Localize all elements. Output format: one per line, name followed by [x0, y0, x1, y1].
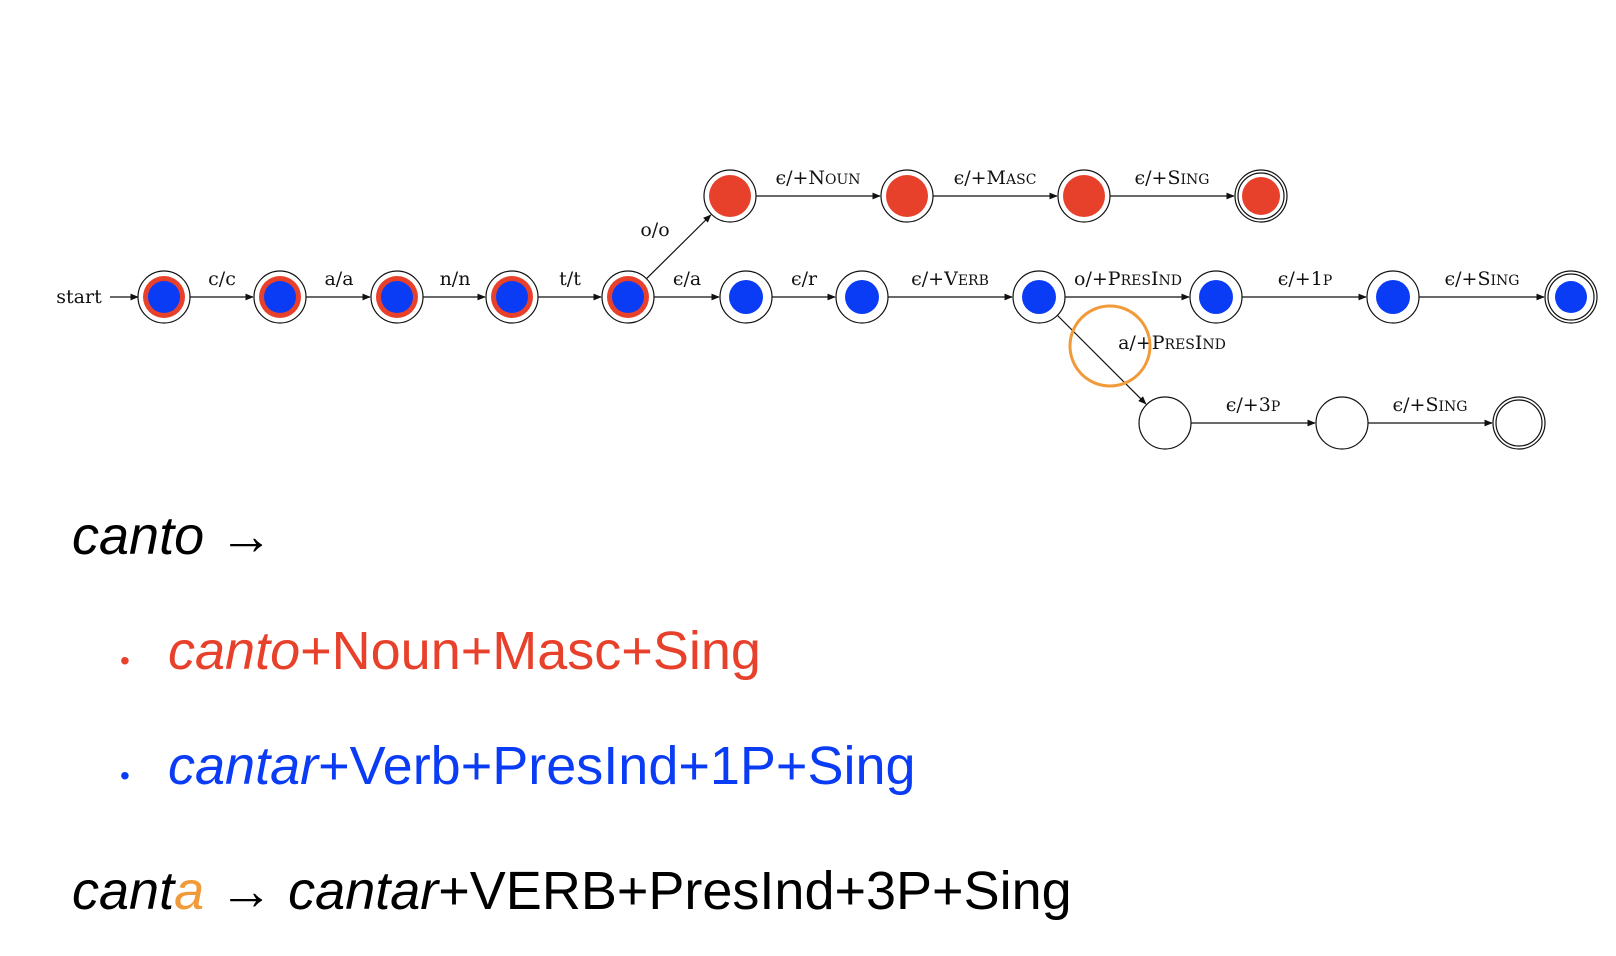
noun-tags: +Noun+Masc+Sing	[300, 621, 761, 681]
transition-label-v1-v2: ϵ/r	[791, 268, 818, 290]
state-q4	[601, 270, 655, 324]
word-ending-a: a	[174, 861, 205, 921]
transition-label-n1-n2: ϵ/+NOUN	[775, 167, 860, 189]
transition-q4-n1	[646, 214, 712, 280]
canta-tags: +VERB+PresInd+3P+Sing	[438, 861, 1072, 921]
state-v4	[1189, 270, 1243, 324]
highlight-circle	[1068, 304, 1152, 388]
analysis-noun: canto+Noun+Masc+Sing	[168, 620, 761, 682]
state-q3	[485, 270, 539, 324]
transition-label-w1-w2: ϵ/+3P	[1226, 394, 1280, 416]
transition-label-n3-n4: ϵ/+SING	[1135, 167, 1210, 189]
state-q1	[253, 270, 307, 324]
state-q2	[370, 270, 424, 324]
state-w3	[1492, 396, 1546, 450]
transition-label-q2-q3: n/n	[440, 268, 471, 290]
state-n3	[1057, 169, 1111, 223]
transition-label-q1-q2: a/a	[324, 268, 353, 290]
state-v2	[835, 270, 889, 324]
transition-label-v2-v3: ϵ/+VERB	[911, 268, 989, 290]
transition-label-v5-v6: ϵ/+SING	[1445, 268, 1520, 290]
transition-v3-w1	[1056, 314, 1147, 405]
transition-label-v4-v5: ϵ/+1P	[1278, 268, 1332, 290]
transition-label-v3-v4: o/+PRESIND	[1074, 268, 1182, 290]
verb-stem: cantar	[168, 736, 319, 796]
example-canto-line: canto →	[72, 505, 273, 567]
bullet-noun: •	[120, 645, 130, 676]
transition-label-q0-q1: c/c	[208, 268, 236, 290]
state-n1	[703, 169, 757, 223]
transition-label-w2-w3: ϵ/+SING	[1393, 394, 1468, 416]
maps-to-arrow-2: →	[219, 861, 274, 921]
state-w1	[1138, 396, 1192, 450]
start-label: start	[56, 286, 102, 308]
state-n2	[880, 169, 934, 223]
transition-label-q4-v1: ϵ/a	[673, 268, 701, 290]
fst-diagram: start c/c a/a n/n t/t o/o ϵ/+NOUN ϵ/+MASC ϵ/+SIN…	[56, 167, 1598, 450]
example-canta-line: canta → cantar+VERB+PresInd+3P+Sing	[72, 860, 1072, 922]
transition-label-v3-w1: a/+PRESIND	[1118, 332, 1226, 354]
state-n4	[1234, 169, 1288, 223]
state-q0	[137, 270, 191, 324]
state-v1	[719, 270, 773, 324]
state-v5	[1366, 270, 1420, 324]
maps-to-arrow: →	[219, 506, 274, 566]
state-w2	[1315, 396, 1369, 450]
bullet-verb: •	[120, 760, 130, 791]
transition-label-q3-q4: t/t	[559, 268, 581, 290]
verb-tags: +Verb+PresInd+1P+Sing	[318, 736, 916, 796]
noun-stem: canto	[168, 621, 301, 681]
state-v6	[1544, 270, 1598, 324]
state-v3	[1012, 270, 1066, 324]
word-cant: cant	[72, 861, 175, 921]
analysis-verb: cantar+Verb+PresInd+1P+Sing	[168, 735, 916, 797]
transition-label-q4-n1: o/o	[640, 219, 669, 241]
transition-label-n2-n3: ϵ/+MASC	[954, 167, 1037, 189]
canta-stem: cantar	[288, 861, 439, 921]
word-canto: canto	[72, 506, 205, 566]
